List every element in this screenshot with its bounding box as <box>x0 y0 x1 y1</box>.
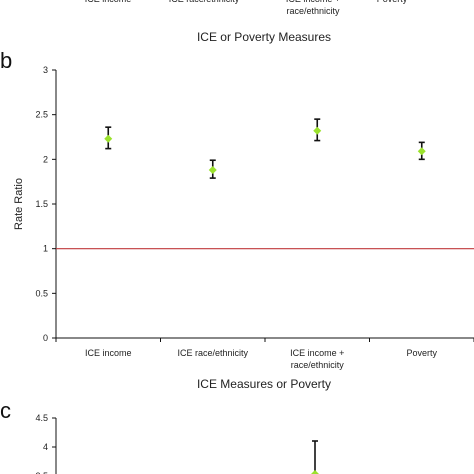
data-point <box>104 134 113 143</box>
fragment-tick-label: ICE race/ethnicity <box>169 0 240 4</box>
y-tick-label: 1 <box>43 244 48 254</box>
fragment-tick-label: ICE income <box>85 0 132 4</box>
data-point <box>208 166 217 175</box>
y-tick-label: 4.5 <box>35 413 48 423</box>
fragment-tick-label: Poverty <box>377 0 408 4</box>
panel-label-c: c <box>0 398 11 423</box>
data-point <box>313 126 322 135</box>
y-tick-label: 0.5 <box>35 288 48 298</box>
y-axis-label: Rate Ratio <box>13 178 25 230</box>
y-tick-label: 3 <box>43 65 48 75</box>
rate-ratio-chart-c: 3.5 4 4.5 <box>35 413 319 474</box>
y-tick-label: 4 <box>43 442 48 452</box>
chart-title-c: ICE Measures or Poverty <box>197 377 331 391</box>
x-tick-label: ICE race/ethnicity <box>177 348 248 358</box>
x-tick-label: race/ethnicity <box>291 360 345 370</box>
y-tick-label: 3.5 <box>35 471 48 474</box>
y-tick-label: 0 <box>43 333 48 343</box>
chart-title-b: ICE or Poverty Measures <box>197 30 331 44</box>
data-point <box>417 147 426 156</box>
x-tick-label: ICE income <box>85 348 132 358</box>
data-point <box>311 470 319 474</box>
x-tick-label: ICE income + <box>290 348 344 358</box>
y-tick-label: 2.5 <box>35 110 48 120</box>
fragment-tick-label: ICE income + <box>286 0 340 4</box>
previous-panel-fragment: ICE income ICE race/ethnicity ICE income +… <box>85 0 408 16</box>
fragment-tick-label: race/ethnicity <box>286 6 340 16</box>
y-tick-label: 1.5 <box>35 199 48 209</box>
panel-label-b: b <box>0 48 12 73</box>
rate-ratio-chart: 0 0.5 1 1.5 2 2.5 3 ICE income ICE race/ethnicit… <box>13 65 474 370</box>
x-tick-label: Poverty <box>406 348 437 358</box>
y-tick-label: 2 <box>43 154 48 164</box>
